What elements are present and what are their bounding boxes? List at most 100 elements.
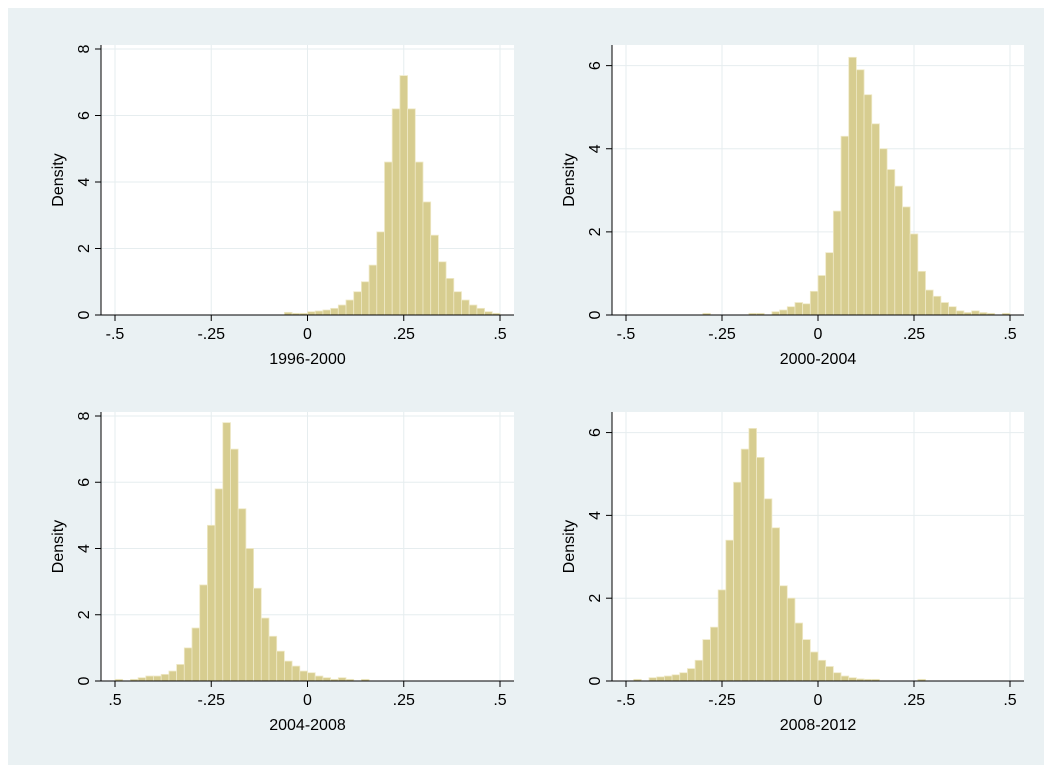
histogram-bar xyxy=(848,56,857,316)
x-tick-label: 0 xyxy=(303,692,312,709)
histogram-panel: -.5 -.25 0 .25 .5 0 2 4 6 8 Density 1996-2000 xyxy=(50,44,514,368)
histogram-bar xyxy=(430,234,439,316)
y-tick-label: 4 xyxy=(587,511,604,520)
histogram-bar xyxy=(710,626,719,682)
x-tick-label: -.25 xyxy=(197,326,225,343)
histogram-bar xyxy=(191,627,201,682)
histogram-bar xyxy=(748,428,757,682)
y-tick-label: 2 xyxy=(587,594,604,603)
histogram-bar xyxy=(740,448,750,682)
histogram-bar xyxy=(461,299,470,316)
y-tick-label: 6 xyxy=(587,428,604,437)
y-tick-label: 8 xyxy=(76,411,93,420)
histogram-bar xyxy=(940,302,949,316)
x-tick-label: .5 xyxy=(493,326,506,343)
histogram-bar xyxy=(183,647,193,682)
histogram-bar xyxy=(314,310,324,316)
histogram-bar xyxy=(260,617,270,682)
histogram-panel: .5 -.25 0 .25 .5 0 2 4 6 8 Density 2004-2008 xyxy=(50,411,514,734)
x-tick-label: .5 xyxy=(1003,326,1016,343)
y-tick-label: 4 xyxy=(76,177,93,186)
x-axis-title: 2004-2008 xyxy=(269,717,346,734)
histogram-bar xyxy=(871,123,880,316)
y-tick-label: 2 xyxy=(76,610,93,619)
histogram-bar xyxy=(763,498,773,682)
histogram-bar xyxy=(214,488,224,682)
histogram-bar xyxy=(345,299,355,316)
histogram-bar xyxy=(291,665,301,682)
x-axis-title: 2008-2012 xyxy=(780,717,857,734)
histogram-bar xyxy=(368,264,378,316)
histogram-grid-svg: -.5 -.25 0 .25 .5 0 2 4 6 8 Density 1996-2000 -.5 -.2… xyxy=(50,44,1024,734)
y-axis-title: Density xyxy=(50,520,67,573)
y-axis-title: Density xyxy=(561,153,578,206)
histogram-bar xyxy=(794,622,804,682)
histogram-bar xyxy=(237,508,247,682)
x-tick-label: .25 xyxy=(903,692,925,709)
histogram-bar xyxy=(199,584,208,682)
histogram-bar xyxy=(299,670,308,682)
histogram-bar xyxy=(779,585,788,682)
histogram-bar xyxy=(840,675,850,682)
histogram-bar xyxy=(664,675,673,682)
histogram-bar xyxy=(694,659,704,682)
y-tick-label: 0 xyxy=(587,676,604,685)
histogram-bar xyxy=(779,309,788,316)
histogram-bar xyxy=(314,675,324,682)
x-tick-label: -.25 xyxy=(197,692,225,709)
histogram-bar xyxy=(917,270,926,316)
x-tick-label: .25 xyxy=(393,692,415,709)
y-tick-label: 0 xyxy=(76,310,93,319)
histogram-bar xyxy=(817,275,827,316)
histogram-bar xyxy=(886,169,896,316)
x-tick-label: .25 xyxy=(393,326,415,343)
x-tick-label: -.25 xyxy=(708,326,736,343)
y-tick-label: 4 xyxy=(76,544,93,553)
histogram-bar xyxy=(802,303,811,316)
x-tick-label: -.25 xyxy=(708,692,736,709)
histogram-bar xyxy=(902,206,911,316)
histogram-bar xyxy=(971,310,980,316)
histogram-bar xyxy=(322,309,331,316)
histogram-bar xyxy=(268,635,278,682)
histogram-bar xyxy=(932,295,942,316)
histogram-bar xyxy=(809,290,819,316)
histogram-bar xyxy=(771,527,780,682)
histogram-bar xyxy=(840,135,850,316)
histogram-bar xyxy=(687,668,696,682)
histogram-bar xyxy=(786,306,796,316)
histogram-bar xyxy=(337,304,347,316)
histogram-bar xyxy=(832,672,842,682)
x-tick-label: .5 xyxy=(1003,692,1016,709)
y-tick-label: 6 xyxy=(76,478,93,487)
histogram-bar xyxy=(453,291,462,316)
x-tick-label: 0 xyxy=(814,326,823,343)
histogram-bar xyxy=(802,639,811,682)
histogram-grid-figure: -.5 -.25 0 .25 .5 0 2 4 6 8 Density 1996-2000 -.5 -.2… xyxy=(8,8,1044,765)
histogram-bar xyxy=(671,674,681,682)
histogram-bar xyxy=(679,672,688,682)
histogram-bar xyxy=(955,310,965,316)
histogram-bar xyxy=(253,587,262,682)
histogram-bar xyxy=(909,233,919,316)
x-tick-label: -.5 xyxy=(106,326,125,343)
histogram-panel: -.5 -.25 0 .25 .5 0 2 4 6 Density 2008-2012 xyxy=(561,412,1024,734)
histogram-bar xyxy=(206,524,216,682)
x-tick-label: 0 xyxy=(303,326,312,343)
x-tick-label: .5 xyxy=(108,692,121,709)
y-axis-title: Density xyxy=(50,153,67,206)
histogram-bar xyxy=(725,539,734,682)
histogram-bar xyxy=(330,307,339,316)
histogram-bar xyxy=(817,659,827,682)
histogram-bar xyxy=(717,589,727,682)
histogram-bar xyxy=(230,448,239,682)
histogram-bar xyxy=(414,161,424,316)
y-axis-title: Density xyxy=(561,520,578,573)
histogram-panel: -.5 -.25 0 .25 .5 0 2 4 6 Density 2000-2004 xyxy=(561,45,1024,368)
y-tick-label: 4 xyxy=(587,144,604,153)
histogram-bar xyxy=(948,306,957,316)
y-tick-label: 2 xyxy=(76,244,93,253)
histogram-bar xyxy=(399,75,408,316)
y-tick-label: 6 xyxy=(76,111,93,120)
x-tick-label: .5 xyxy=(493,692,506,709)
